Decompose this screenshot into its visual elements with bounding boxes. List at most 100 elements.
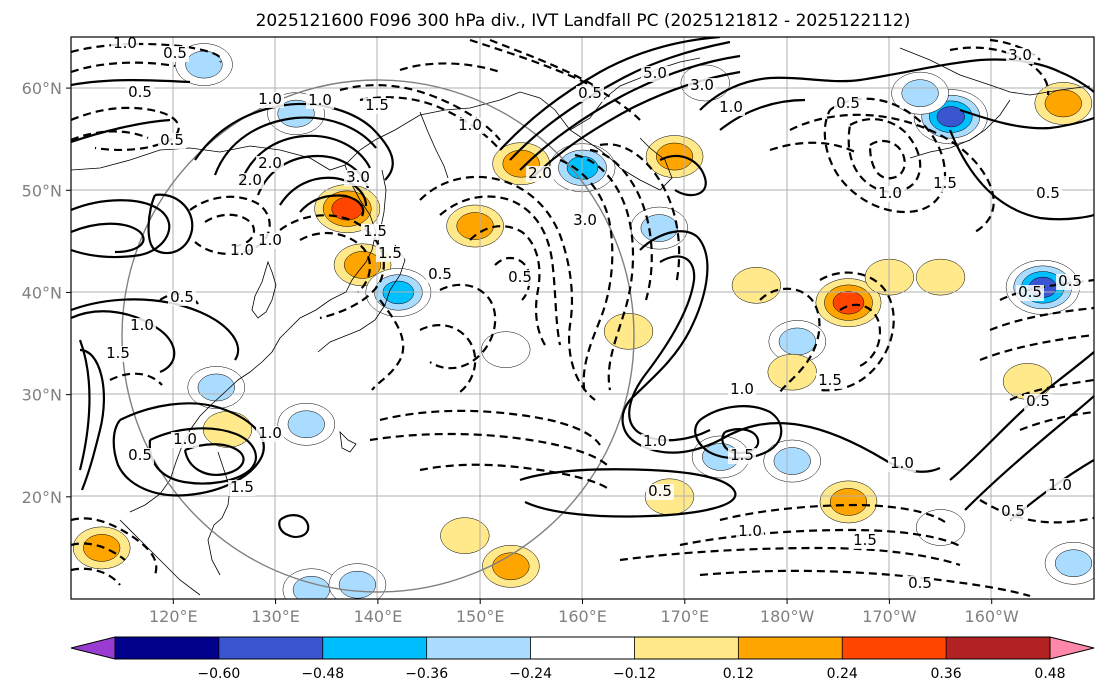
shade-blob [440,517,490,554]
colorbar-swatch [218,637,323,659]
lon-tick-label: 130°E [251,607,300,626]
shade-blob [175,43,233,86]
shade-level [915,258,966,296]
colorbar-swatch [530,637,635,659]
contour-label-bg [931,176,959,192]
contour-label-bg [688,78,716,94]
shade-blob [630,206,688,250]
shade-level [778,327,816,356]
contour-label: 1.5 [230,478,254,496]
shade-level [901,79,939,108]
contour-label: 1.5 [730,446,754,464]
contour-label-bg [171,432,199,448]
contour-label-bg [456,118,484,134]
shade-level [481,331,531,368]
negative-contours [71,38,1094,598]
contour-label: 1.5 [378,244,402,262]
contour-label-bg [256,233,284,249]
contour-label-bg [256,156,284,172]
contour-label: 1.5 [363,222,387,240]
contour-label: 0.5 [428,265,452,283]
contour-label: 3.0 [346,168,370,186]
shade-level [767,353,817,391]
colorbar-swatch [115,637,219,659]
contour-label-bg [576,86,604,102]
shade-level [440,517,490,554]
lat-tick-label: 30°N [22,386,62,405]
contour-label-bg [236,173,264,189]
contour-label: 1.5 [106,344,130,362]
shade-blob [891,71,949,115]
contour-label-bg [426,267,454,283]
contour-label-bg [834,96,862,112]
shade-level [1054,549,1093,578]
contour-label-bg [728,448,756,464]
colorbar-swatch [946,637,1050,659]
lon-tick-label: 160°W [965,607,1020,626]
shade-blob [815,278,882,328]
contour-label: 0.5 [578,84,602,102]
contour-label-bg [126,85,154,101]
contour-label: 1.0 [1048,476,1072,494]
shade-blob [603,313,654,350]
contour-label: 0.5 [836,94,860,112]
shade-blob [446,204,504,248]
contour-label: 0.5 [1026,392,1050,410]
colorbar-swatch [634,637,739,659]
shade-blob [1034,82,1093,125]
shade-blob [731,267,782,304]
colorbar-extend-low [70,636,116,660]
colorbar-extend-high [1049,636,1095,660]
lon-tick-label: 140°E [354,607,403,626]
axis-ticks: 120°E 130°E 140°E 150°E 160°E 170°E 180°W 170°W… [22,79,1019,626]
lat-tick-label: 20°N [22,488,62,507]
shade-blob [768,320,827,363]
contour-label-bg [646,484,674,500]
lon-tick-label: 120°E [149,607,198,626]
shade-level [277,99,315,128]
contour-label-bg [906,576,934,592]
shade-level [492,552,530,581]
contour-label: 1.0 [719,98,743,116]
contour-label-bg [641,66,669,82]
contour-label: 1.0 [458,116,482,134]
lon-tick-label: 170°W [862,607,917,626]
contour-label-bg [1016,285,1044,301]
contour-label-bg [876,186,904,202]
colorbar-tick-label: −0.36 [405,666,448,682]
contour-label: 2.0 [258,154,282,172]
contour-label: 1.5 [933,174,957,192]
contour-label: 1.0 [230,241,254,259]
contour-label: 3.0 [1008,46,1032,64]
lon-tick-label: 170°E [660,607,709,626]
contour-label: 0.5 [648,482,672,500]
contour-label-bg [376,246,404,262]
shade-level [1044,89,1082,118]
colorbar-swatch [426,637,531,659]
shade-blob [915,258,966,296]
map-panel: 1.00.50.5 1.00.51.0 1.52.02.03.01.50.51.01… [71,34,1094,599]
contour-label-bg [344,170,372,186]
contour-label-bg [161,46,189,62]
shade-blob [277,402,336,446]
colorbar-tick-label: −0.12 [613,666,656,682]
contour-label: 1.0 [878,184,902,202]
shade-level [603,313,654,350]
contour-label-bg [641,434,669,450]
colorbar-swatch [322,637,427,659]
contour-label: 1.0 [113,34,137,52]
contour-label: 0.5 [1058,272,1082,290]
contour-label: 0.5 [1018,283,1042,301]
colorbar-tick-label: −0.48 [301,666,344,682]
contour-labels: 1.00.50.5 1.00.51.0 1.52.02.03.01.50.51.01… [104,34,1084,592]
positive-contours [71,37,1094,539]
contour-label-bg [306,93,334,109]
map-title: 2025121600 F096 300 hPa div., IVT Landfa… [256,11,911,31]
shade-blob [187,366,246,409]
colorbar-tick-label: 0.24 [827,666,858,682]
contour-label-bg [256,426,284,442]
contour-label: 1.5 [853,531,877,549]
contour-label-bg [1034,186,1062,202]
contour-label-bg [126,448,154,464]
colorbar-tick-label: −0.24 [509,666,552,682]
